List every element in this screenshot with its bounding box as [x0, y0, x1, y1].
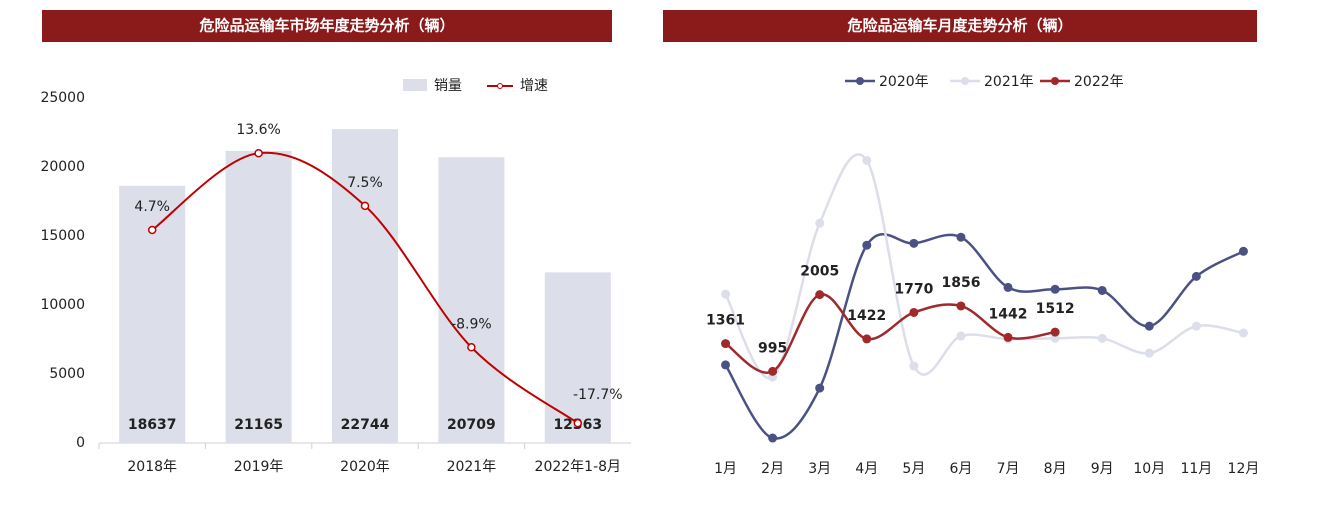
header-bar: [42, 10, 612, 42]
series-point: [956, 232, 966, 242]
legend-label: 增速: [520, 78, 548, 94]
growth-point: [147, 225, 157, 235]
growth-label: 4.7%: [134, 199, 170, 215]
series-point: [862, 334, 872, 344]
series-point: [1003, 332, 1013, 342]
legend-swatch: [961, 77, 969, 85]
data-label: 1422: [847, 308, 886, 324]
y-tick-label: 5000: [49, 366, 85, 382]
x-tick-label: 6月: [949, 461, 972, 477]
series-point: [1144, 348, 1154, 358]
y-tick-label: 25000: [40, 90, 85, 106]
series-point: [909, 307, 919, 317]
data-label: 1770: [894, 281, 933, 297]
bar: [119, 185, 186, 444]
series-point: [815, 383, 825, 393]
x-tick-label: 11月: [1180, 461, 1212, 477]
series-point: [909, 238, 919, 248]
legend-label: 2020年: [879, 74, 929, 90]
bar-value-label: 20709: [447, 417, 496, 433]
y-tick-label: 0: [76, 435, 85, 451]
series-point: [1050, 327, 1060, 337]
series-point: [1238, 246, 1248, 256]
series-point: [768, 366, 778, 376]
header-bar: [663, 10, 1257, 42]
legend-swatch: [856, 77, 864, 85]
series-point: [721, 360, 731, 370]
growth-point: [254, 148, 263, 158]
bar-value-label: 21165: [234, 417, 283, 433]
legend-label: 2022年: [1074, 74, 1124, 90]
x-tick-label: 2019年: [234, 459, 284, 475]
series-line: [724, 153, 1244, 380]
data-label: 1361: [706, 313, 745, 329]
growth-point: [573, 418, 583, 428]
series-point: [815, 218, 825, 228]
data-label: 2005: [800, 264, 839, 280]
series-point: [721, 289, 731, 299]
x-tick-label: 8月: [1044, 461, 1067, 477]
series-point: [909, 361, 919, 371]
legend-label: 销量: [434, 78, 462, 94]
series-point: [862, 240, 872, 250]
data-label: 1442: [989, 306, 1028, 322]
series-point: [768, 433, 778, 443]
series-point: [815, 290, 825, 300]
series-point: [1050, 333, 1060, 343]
series-point: [862, 155, 872, 165]
legend-swatch: [403, 79, 427, 91]
legend-label: 2021年: [984, 74, 1034, 90]
series-point: [1191, 321, 1201, 331]
x-tick-label: 2022年1-8月: [535, 459, 622, 475]
bar: [544, 272, 611, 443]
x-tick-label: 2021年: [447, 459, 497, 475]
x-tick-label: 10月: [1133, 461, 1165, 477]
x-tick-label: 2月: [761, 461, 784, 477]
growth-label: 7.5%: [347, 175, 383, 191]
chart-title: 危险品运输车月度走势分析（辆）: [847, 17, 1072, 35]
series-point: [1238, 328, 1248, 338]
series-point: [1191, 271, 1201, 281]
growth-label: -8.9%: [451, 316, 492, 332]
legend-swatch: [497, 83, 503, 89]
series-point: [1144, 321, 1154, 331]
series-point: [1050, 284, 1060, 294]
data-label: 1856: [941, 275, 980, 291]
growth-label: 13.6%: [236, 122, 280, 138]
bar: [438, 157, 505, 443]
growth-label: -17.7%: [573, 387, 623, 403]
series-point: [1097, 333, 1107, 343]
series-point: [1003, 282, 1013, 292]
series-point: [956, 331, 966, 341]
x-tick-label: 7月: [997, 461, 1020, 477]
bar-value-label: 22744: [341, 417, 390, 433]
x-tick-label: 3月: [808, 461, 831, 477]
x-tick-label: 5月: [902, 461, 925, 477]
y-tick-label: 10000: [40, 297, 85, 313]
data-label: 995: [758, 340, 787, 356]
bar-value-label: 18637: [128, 417, 177, 433]
series-point: [721, 339, 731, 349]
x-tick-label: 2020年: [340, 459, 390, 475]
series-point: [956, 301, 966, 311]
growth-point: [467, 343, 476, 352]
growth-point: [360, 201, 370, 211]
y-tick-label: 15000: [40, 228, 85, 244]
bar: [332, 129, 398, 443]
legend-swatch: [1051, 77, 1059, 85]
chart-title: 危险品运输车市场年度走势分析（辆）: [199, 17, 454, 35]
x-tick-label: 2018年: [127, 459, 177, 475]
series-point: [1097, 285, 1107, 295]
x-tick-label: 12月: [1228, 461, 1260, 477]
y-tick-label: 20000: [40, 159, 85, 175]
x-tick-label: 9月: [1091, 461, 1114, 477]
x-tick-label: 4月: [855, 461, 878, 477]
x-tick-label: 1月: [714, 461, 737, 477]
bar: [225, 150, 292, 443]
data-label: 1512: [1036, 301, 1075, 317]
